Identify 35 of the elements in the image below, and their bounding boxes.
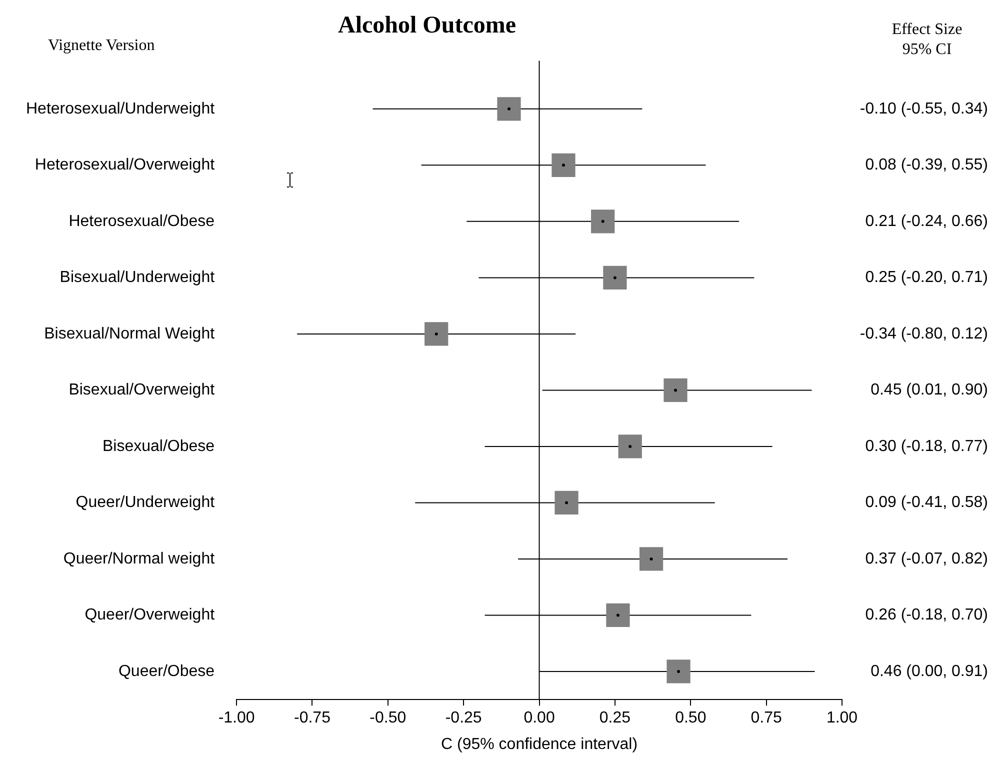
data-label: 0.26 (-0.18, 0.70) xyxy=(865,606,988,624)
y-tick-label: Bisexual/Normal Weight xyxy=(44,325,216,342)
x-tick-label: 0.75 xyxy=(750,710,782,727)
y-tick-label: Queer/Obese xyxy=(118,662,215,680)
data-label: -0.34 (-0.80, 0.12) xyxy=(860,325,988,342)
y-tick-label: Bisexual/Underweight xyxy=(60,269,216,286)
y-axis-title: Vignette Version xyxy=(48,37,155,54)
y-tick-label: Bisexual/Obese xyxy=(102,438,215,455)
y-tick-label: Queer/Overweight xyxy=(84,606,216,624)
x-tick-label: 0.00 xyxy=(524,710,555,727)
x-tick-label: -1.00 xyxy=(218,710,255,727)
data-label: 0.30 (-0.18, 0.77) xyxy=(865,438,988,455)
data-label: 0.25 (-0.20, 0.71) xyxy=(865,269,988,286)
data-label: 0.21 (-0.24, 0.66) xyxy=(865,212,988,230)
data-label: -0.10 (-0.55, 0.34) xyxy=(860,100,988,118)
x-tick-label: 1.00 xyxy=(826,710,858,727)
y-tick-label: Queer/Normal weight xyxy=(63,550,216,568)
x-tick-label: 0.50 xyxy=(675,710,706,727)
y-tick-label: Queer/Underweight xyxy=(76,494,216,512)
data-label: 0.46 (0.00, 0.91) xyxy=(870,662,988,680)
x-tick-label: 0.25 xyxy=(599,710,631,727)
x-tick-label: -0.75 xyxy=(294,710,331,727)
y-tick-label: Bisexual/Overweight xyxy=(68,382,216,399)
data-label: 0.08 (-0.39, 0.55) xyxy=(865,156,988,174)
y-tick-label: Heterosexual/Obese xyxy=(68,212,215,230)
data-label: 0.37 (-0.07, 0.82) xyxy=(865,550,988,568)
x-tick-label: -0.25 xyxy=(445,710,482,727)
y-tick-label: Heterosexual/Overweight xyxy=(34,156,216,174)
y-tick-label: Heterosexual/Underweight xyxy=(26,100,216,118)
x-axis-title: C (95% confidence interval) xyxy=(441,736,638,753)
x-tick-label: -0.50 xyxy=(370,710,406,727)
data-label: 0.09 (-0.41, 0.58) xyxy=(865,494,988,512)
chart-title: Alcohol Outcome xyxy=(338,12,516,39)
text: Effect Size 95% CI xyxy=(892,21,962,58)
data-label: 0.45 (0.01, 0.90) xyxy=(870,382,988,399)
